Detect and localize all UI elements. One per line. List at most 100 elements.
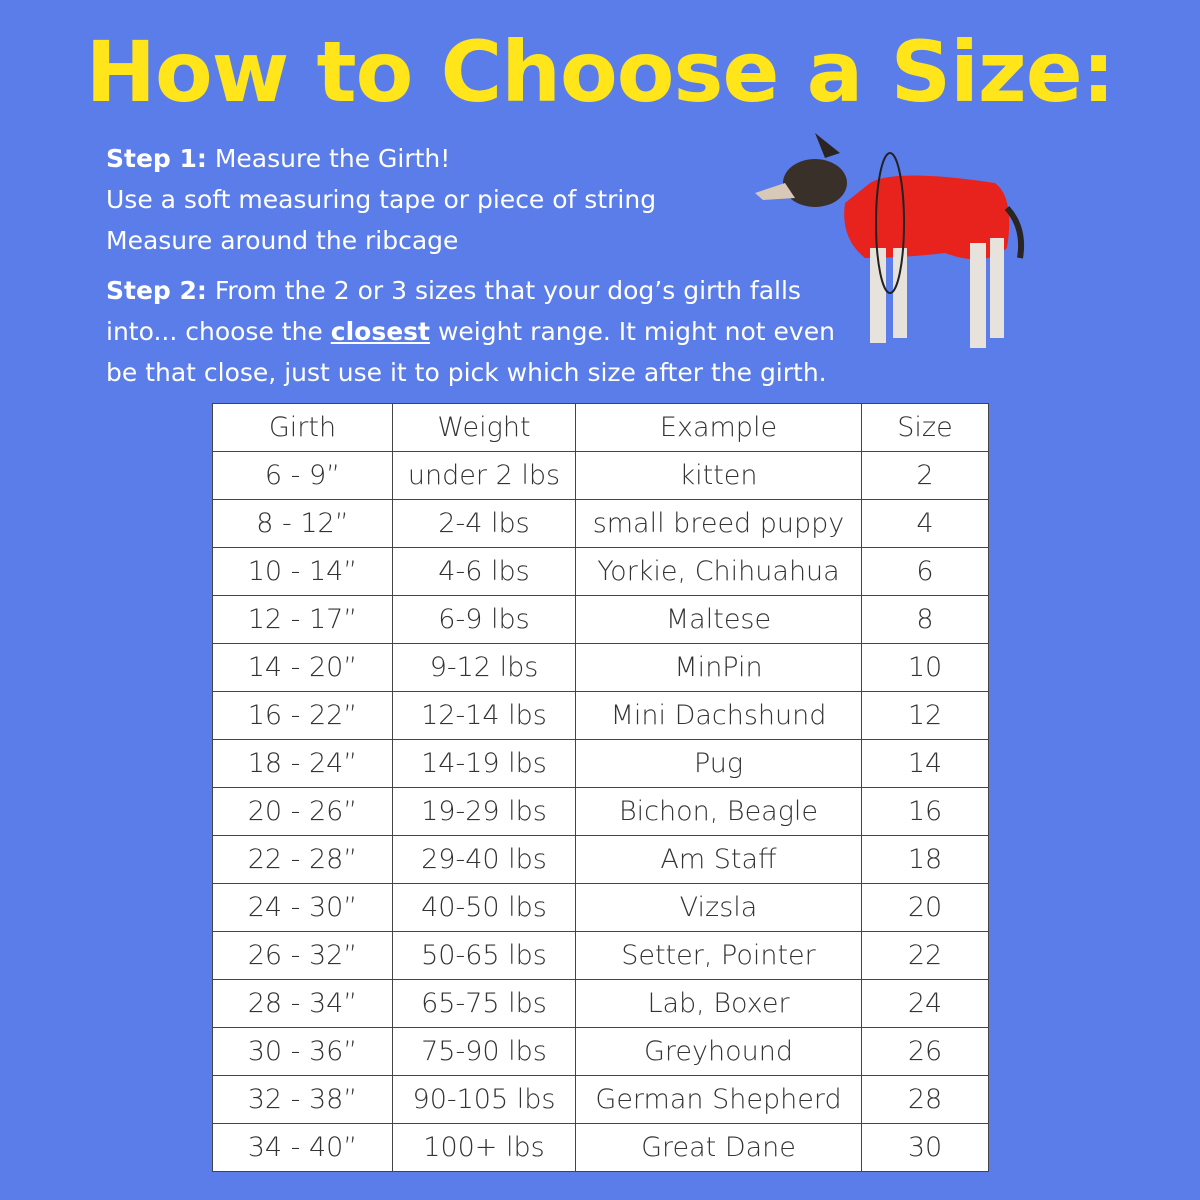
- table-cell: Am Staff: [575, 835, 862, 884]
- table-cell: 24 - 30”: [212, 883, 393, 932]
- table-cell: Setter, Pointer: [575, 931, 862, 980]
- header-cell: Example: [575, 403, 862, 452]
- table-cell: 16: [861, 787, 989, 836]
- table-cell: 10: [861, 643, 989, 692]
- header-cell: Girth: [212, 403, 393, 452]
- table-cell: 30 - 36”: [212, 1027, 393, 1076]
- table-cell: 12-14 lbs: [392, 691, 576, 740]
- table-row: 32 - 38” 90-105 lbs German Shepherd 28: [212, 1075, 989, 1124]
- table-row: 8 - 12” 2-4 lbs small breed puppy 4: [212, 499, 989, 548]
- table-cell: 29-40 lbs: [392, 835, 576, 884]
- dog-ear: [815, 133, 840, 158]
- table-row: 12 - 17” 6-9 lbs Maltese 8: [212, 595, 989, 644]
- table-row: 26 - 32” 50-65 lbs Setter, Pointer 22: [212, 931, 989, 980]
- table-row: 10 - 14” 4-6 lbs Yorkie, Chihuahua 6: [212, 547, 989, 596]
- table-cell: 8 - 12”: [212, 499, 393, 548]
- table-cell: Lab, Boxer: [575, 979, 862, 1028]
- table-cell: 16 - 22”: [212, 691, 393, 740]
- step-emphasis: closest: [330, 317, 430, 346]
- table-cell: 14 - 20”: [212, 643, 393, 692]
- table-cell: small breed puppy: [575, 499, 862, 548]
- size-table: Girth Weight Example Size 6 - 9” under 2 lbs k…: [212, 403, 989, 1172]
- table-cell: Yorkie, Chihuahua: [575, 547, 862, 596]
- step-1: Step 1: Measure the Girth! Use a soft me…: [106, 138, 656, 261]
- step-label: Step 1:: [106, 144, 207, 173]
- table-cell: 20 - 26”: [212, 787, 393, 836]
- step-text: Measure the Girth!: [214, 144, 451, 173]
- table-cell: 20: [861, 883, 989, 932]
- table-cell: 10 - 14”: [212, 547, 393, 596]
- table-cell: 40-50 lbs: [392, 883, 576, 932]
- dog-leg: [870, 248, 886, 343]
- table-row: 34 - 40” 100+ lbs Great Dane 30: [212, 1123, 989, 1172]
- table-cell: 19-29 lbs: [392, 787, 576, 836]
- table-row: 20 - 26” 19-29 lbs Bichon, Beagle 16: [212, 787, 989, 836]
- table-cell: Great Dane: [575, 1123, 862, 1172]
- step-label: Step 2:: [106, 276, 207, 305]
- dog-illustration: [755, 133, 1025, 348]
- table-cell: 24: [861, 979, 989, 1028]
- table-cell: Mini Dachshund: [575, 691, 862, 740]
- table-cell: 6-9 lbs: [392, 595, 576, 644]
- table-row: 30 - 36” 75-90 lbs Greyhound 26: [212, 1027, 989, 1076]
- table-cell: 9-12 lbs: [392, 643, 576, 692]
- table-cell: 22 - 28”: [212, 835, 393, 884]
- table-cell: 26 - 32”: [212, 931, 393, 980]
- table-cell: 2-4 lbs: [392, 499, 576, 548]
- table-cell: Bichon, Beagle: [575, 787, 862, 836]
- table-cell: 28: [861, 1075, 989, 1124]
- header-cell: Weight: [392, 403, 576, 452]
- table-cell: 50-65 lbs: [392, 931, 576, 980]
- table-row: 24 - 30” 40-50 lbs Vizsla 20: [212, 883, 989, 932]
- table-cell: 2: [861, 451, 989, 500]
- header-row: Girth Weight Example Size: [212, 403, 989, 452]
- table-cell: 90-105 lbs: [392, 1075, 576, 1124]
- dog-leg: [990, 238, 1004, 338]
- table-cell: Pug: [575, 739, 862, 788]
- step-text: Measure around the ribcage: [106, 226, 459, 255]
- table-row: 18 - 24” 14-19 lbs Pug 14: [212, 739, 989, 788]
- table-cell: kitten: [575, 451, 862, 500]
- table-cell: 12 - 17”: [212, 595, 393, 644]
- dog-head: [783, 159, 847, 207]
- girth-arrow: [875, 152, 905, 294]
- table-cell: under 2 lbs: [392, 451, 576, 500]
- dog-coat: [844, 175, 1010, 260]
- table-cell: 4-6 lbs: [392, 547, 576, 596]
- table-cell: MinPin: [575, 643, 862, 692]
- title: How to Choose a Size:: [85, 23, 1116, 121]
- table-cell: Greyhound: [575, 1027, 862, 1076]
- table-cell: 28 - 34”: [212, 979, 393, 1028]
- table-cell: 100+ lbs: [392, 1123, 576, 1172]
- table-cell: German Shepherd: [575, 1075, 862, 1124]
- table-cell: 32 - 38”: [212, 1075, 393, 1124]
- dog-leg: [893, 248, 907, 338]
- table-cell: 12: [861, 691, 989, 740]
- step-text: Use a soft measuring tape or piece of st…: [106, 185, 657, 214]
- dog-leg: [970, 243, 986, 348]
- table-cell: 6: [861, 547, 989, 596]
- step-2: Step 2: From the 2 or 3 sizes that your …: [106, 270, 851, 393]
- dog-snout: [755, 183, 795, 200]
- table-cell: 14-19 lbs: [392, 739, 576, 788]
- table-cell: 6 - 9”: [212, 451, 393, 500]
- table-cell: 30: [861, 1123, 989, 1172]
- table-cell: 22: [861, 931, 989, 980]
- table-cell: Vizsla: [575, 883, 862, 932]
- table-row: 22 - 28” 29-40 lbs Am Staff 18: [212, 835, 989, 884]
- table-cell: 65-75 lbs: [392, 979, 576, 1028]
- table-cell: 26: [861, 1027, 989, 1076]
- table-cell: 8: [861, 595, 989, 644]
- table-cell: 34 - 40”: [212, 1123, 393, 1172]
- step-text: weight range. It might not even be that …: [106, 317, 835, 387]
- table-cell: 4: [861, 499, 989, 548]
- table-cell: Maltese: [575, 595, 862, 644]
- table-row: 28 - 34” 65-75 lbs Lab, Boxer 24: [212, 979, 989, 1028]
- table-cell: 14: [861, 739, 989, 788]
- header-cell: Size: [861, 403, 989, 452]
- table-cell: 18 - 24”: [212, 739, 393, 788]
- table-cell: 18: [861, 835, 989, 884]
- step-text: From the 2 or 3 sizes that your dog’s gi…: [106, 276, 801, 346]
- table-cell: 75-90 lbs: [392, 1027, 576, 1076]
